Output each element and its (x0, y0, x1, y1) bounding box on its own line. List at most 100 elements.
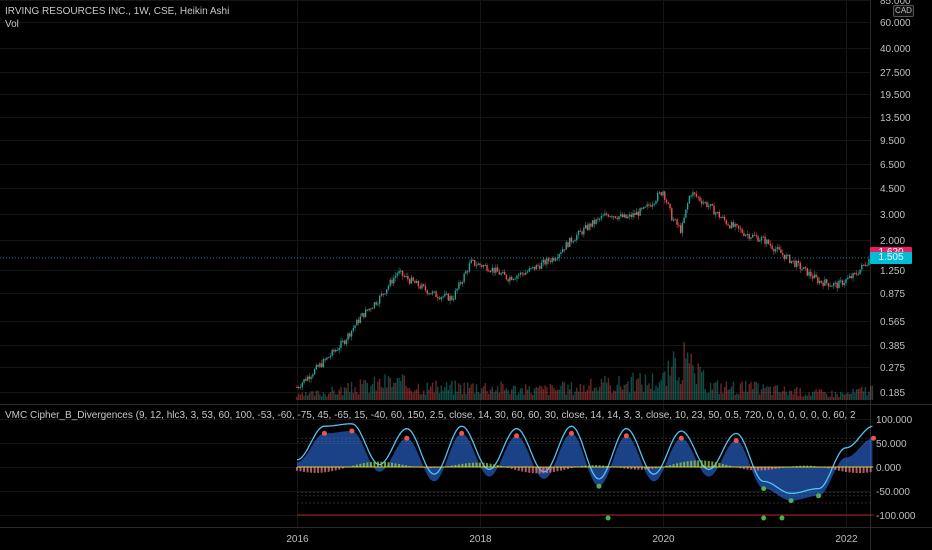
price-candle (549, 261, 552, 263)
volume-bar (479, 393, 481, 400)
volume-bar (491, 386, 494, 400)
volume-bar (525, 384, 527, 400)
price-candle (539, 265, 541, 269)
price-candle (384, 293, 386, 295)
volume-bar (864, 387, 867, 400)
osc-moneyflow-bar (690, 460, 693, 467)
price-candle (750, 237, 752, 239)
volume-bar (313, 395, 316, 400)
price-candle (688, 196, 691, 204)
volume-bar (361, 384, 363, 400)
price-candle (864, 264, 867, 266)
price-candle (306, 376, 309, 381)
osc-moneyflow-bar (489, 463, 492, 467)
osc-moneyflow-bar (493, 464, 496, 467)
volume-bar (565, 394, 567, 400)
time-tick-label: 2016 (286, 534, 309, 545)
osc-moneyflow-bar (799, 465, 802, 467)
osc-moneyflow-bar (651, 467, 654, 469)
osc-moneyflow-bar (771, 467, 774, 470)
volume-bar (394, 382, 397, 400)
price-candle (470, 259, 472, 264)
volume-bar (639, 373, 641, 400)
price-candle (711, 204, 713, 206)
volume-bar (465, 393, 467, 400)
volume-bar (780, 392, 782, 400)
price-candle (818, 280, 821, 284)
volume-bar (861, 386, 863, 400)
volume-bar (840, 392, 842, 400)
price-candle (739, 228, 742, 230)
price-candle (794, 260, 796, 267)
currency-badge[interactable]: CAD (893, 5, 914, 17)
volume-bar (739, 383, 742, 400)
price-candle (760, 237, 763, 241)
time-tick-label: 2022 (835, 534, 858, 545)
price-candle (704, 202, 706, 204)
osc-moneyflow-bar (602, 465, 605, 467)
price-candle (333, 349, 335, 352)
volume-bar (785, 391, 787, 400)
price-candle (451, 296, 453, 300)
volume-bar (605, 382, 608, 400)
price-candle (655, 200, 657, 204)
osc-moneyflow-bar (566, 467, 569, 469)
volume-bar (319, 394, 321, 400)
price-candle (570, 237, 573, 242)
osc-moneyflow-bar (306, 467, 309, 473)
price-candle (577, 230, 580, 236)
volume-bar (686, 352, 689, 400)
price-candle (799, 262, 801, 270)
price-candle (852, 273, 854, 279)
volume-bar (560, 385, 562, 400)
volume-bar (417, 383, 420, 400)
volume-bar (481, 388, 483, 400)
price-candle (586, 225, 589, 230)
volume-bar (665, 385, 668, 400)
volume-bar (562, 381, 564, 400)
price-candle (532, 266, 534, 268)
price-candle (762, 236, 764, 238)
volume-bar (715, 382, 717, 400)
volume-bar (611, 393, 613, 400)
volume-bar (737, 394, 740, 400)
osc-moneyflow-bar (676, 463, 679, 467)
price-candle (560, 252, 562, 255)
volume-bar (803, 396, 805, 400)
osc-moneyflow-bar (299, 467, 302, 472)
price-candle (368, 308, 370, 311)
price-candle (493, 267, 495, 273)
osc-moneyflow-bar (352, 465, 355, 467)
volume-bar (343, 387, 346, 400)
price-candle (755, 235, 757, 237)
osc-signal-dot (321, 430, 327, 436)
volume-bar (368, 392, 370, 400)
price-candle (407, 275, 409, 280)
price-candle (583, 228, 585, 235)
price-candle (342, 340, 344, 342)
volume-bar (567, 384, 569, 400)
price-candle (716, 212, 719, 214)
price-candle (312, 374, 314, 377)
price-candle (327, 357, 330, 359)
osc-moneyflow-bar (584, 465, 587, 467)
price-candle (509, 276, 511, 282)
osc-signal-dot (569, 430, 574, 436)
volume-bar (706, 392, 708, 400)
volume-bar (788, 390, 791, 400)
price-candle (591, 220, 594, 227)
price-candle (530, 267, 532, 269)
price-candle (827, 283, 830, 287)
volume-bar (657, 387, 659, 400)
volume-bar (500, 381, 502, 400)
osc-moneyflow-bar (461, 463, 464, 467)
price-candle (299, 387, 302, 389)
volume-bar (382, 388, 384, 400)
osc-moneyflow-bar (514, 467, 517, 470)
price-candle (790, 260, 793, 263)
price-tick-label: 85.000 (880, 0, 911, 7)
osc-moneyflow-bar (848, 467, 851, 473)
volume-bar (542, 389, 545, 400)
volume-bar (370, 386, 372, 400)
